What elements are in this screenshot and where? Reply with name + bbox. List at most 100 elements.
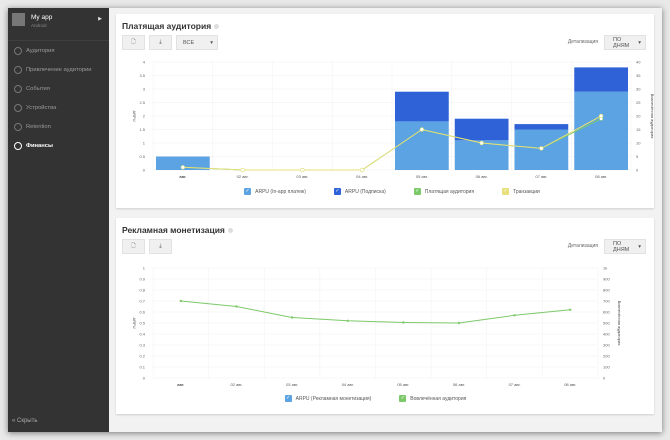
detail-value: ПО ДНЯМ [613,36,630,49]
y2-tick-label: 100 [603,365,610,370]
y-tick-label: 0.7 [139,299,145,304]
y2-tick-label: 600 [603,310,610,315]
sidebar-item-label: Retention [26,124,51,130]
x-tick-label: 02 авг. [230,382,242,387]
legend-item[interactable]: ✓ ARPU (In-app платеж) [244,188,306,195]
data-point [568,308,572,312]
x-tick-label: 06 авг. [476,174,488,179]
app-icon [12,13,25,26]
y2-tick-label: 700 [603,299,610,304]
retention-icon [14,123,22,131]
x-tick-label: 05 авг. [397,382,409,387]
data-point [346,319,349,323]
export-file-button[interactable]: 🗋 [122,239,145,254]
legend-item[interactable]: ✓ Транзакции [502,188,540,195]
detail-select[interactable]: ПО ДНЯМ ▾ [604,35,646,50]
y-axis-label: ARPU [132,110,137,121]
y-tick-label: 0.4 [139,332,145,337]
finance-icon [14,142,22,150]
help-icon[interactable] [214,24,220,29]
devices-icon [14,104,22,112]
x-tick-label: 03 авг. [296,174,308,179]
bar [514,124,569,130]
y2-tick-label: 10 [636,141,641,146]
y-tick-label: 0.5 [139,321,145,326]
filter-value: ВСЕ [183,39,195,46]
x-tick-label: 06 авг. [453,382,465,387]
file-icon: 🗋 [131,39,136,45]
legend-label: ARPU (Рекламная монетизация) [295,395,372,402]
y-tick-label: 0.8 [139,288,145,293]
x-tick-label: 08 авг. [564,382,576,387]
x-tick-label: 08 авг. [595,174,607,179]
checkbox-checked-icon[interactable]: ✓ [502,188,510,195]
legend: ✓ ARPU (Рекламная монетизация) ✓ Вовлечённа… [153,395,598,402]
checkbox-checked-icon[interactable]: ✓ [413,188,421,195]
hide-sidebar-button[interactable]: « Скрыть [12,418,38,424]
sidebar-item-2[interactable]: События [14,84,50,94]
y2-tick-label: 500 [603,321,610,326]
sidebar-item-1[interactable]: Привлечение аудитории [14,65,92,75]
y-tick-label: 2 [143,114,146,119]
sidebar-item-5[interactable]: Финансы [14,141,53,151]
sidebar-item-3[interactable]: Устройства [14,103,56,113]
data-point [240,167,245,173]
checkbox-checked-icon[interactable]: ✓ [244,188,252,195]
chart-ad-monetization: 0 0.1 0.2 0.3 0.4 0.5 0.6 0.7 0.8 0.9 1 0 100 200 300 4… [132,266,622,388]
y-tick-label: 1 [143,141,146,146]
chevron-right-icon: ▶ [98,16,102,22]
card-title-text: Рекламная монетизация [122,225,225,235]
y2-tick-label: 30 [636,87,641,92]
events-icon [14,85,22,93]
y2-tick-label: 25 [636,100,641,105]
export-file-button[interactable]: 🗋 [122,35,145,50]
x-tick-label: 04 авг. [342,382,354,387]
bar [574,67,628,92]
paying-audience-card: Платящая аудитория 🗋 ⤓ ВСЕ ▾ Детализация … [116,14,654,208]
checkbox-checked-icon[interactable]: ✓ [333,188,341,195]
y2-tick-label: 1k [603,266,607,271]
caret-down-icon: ▾ [638,39,641,46]
legend-item[interactable]: ✓ ARPU (Рекламная монетизация) [284,395,372,402]
series-line [182,115,602,171]
data-point [300,167,305,173]
data-point [539,146,544,151]
y2-tick-label: 0 [603,376,606,381]
file-icon: 🗋 [131,243,136,249]
download-button[interactable]: ⤓ [149,35,172,50]
y-tick-label: 1.5 [139,127,145,132]
card-title-text: Платящая аудитория [122,21,212,31]
y2-tick-label: 800 [603,288,610,293]
y-tick-label: 2.5 [139,100,145,105]
download-icon: ⤓ [159,243,162,249]
ad-monetization-card: Рекламная монетизация 🗋 ⤓ Детализация ПО… [116,218,654,414]
data-point [360,167,365,173]
legend-label: Транзакции [513,188,540,195]
sidebar-item-4[interactable]: Retention [14,122,51,132]
series-line [180,300,571,324]
y2-tick-label: 0 [636,168,639,173]
checkbox-checked-icon[interactable]: ✓ [284,395,292,402]
download-button[interactable]: ⤓ [149,239,172,254]
legend-item[interactable]: ✓ Вовлечённая аудитория [399,395,466,402]
megaphone-icon [14,66,22,74]
detail-select[interactable]: ПО ДНЯМ ▾ [604,239,646,254]
legend-item[interactable]: ✓ Платящая аудитория [413,188,474,195]
sidebar-item-0[interactable]: Аудитория [14,46,55,56]
legend-item[interactable]: ✓ ARPU (Подписка) [333,188,386,195]
legend-label: ARPU (Подписка) [344,188,386,195]
legend: ✓ ARPU (In-app платеж) ✓ ARPU (Подписка) ✓ Пл… [153,188,631,195]
x-tick-label: 02 авг. [237,174,249,179]
y-tick-label: 0.1 [139,365,145,370]
y2-tick-label: 15 [636,127,641,132]
app-selector[interactable]: My app Android ▶ [12,13,106,35]
legend-label: Вовлечённая аудитория [410,395,467,402]
help-icon[interactable] [227,228,233,233]
y2-tick-label: 400 [603,332,610,337]
x-tick-label: 07 авг. [535,174,547,179]
hide-label: Скрыть [17,418,38,424]
checkbox-checked-icon[interactable]: ✓ [399,395,407,402]
filter-select[interactable]: ВСЕ ▾ [176,35,218,50]
legend-label: ARPU (In-app платеж) [255,188,306,195]
